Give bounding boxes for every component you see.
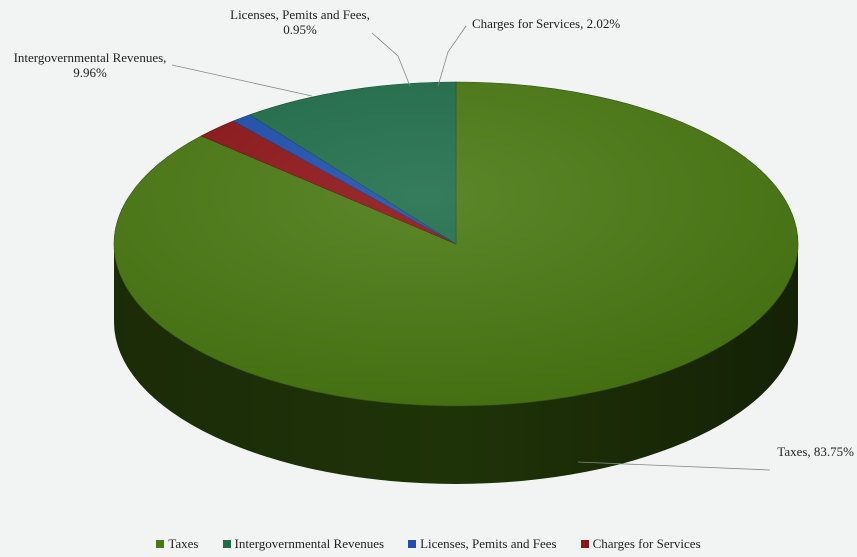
legend-item-3: Charges for Services xyxy=(580,536,701,552)
legend-swatch-0 xyxy=(156,540,165,548)
legend: Taxes Intergovernmental Revenues Licenses,… xyxy=(0,536,857,552)
legend-swatch-1 xyxy=(222,540,231,548)
legend-label-3: Charges for Services xyxy=(592,536,701,551)
pie-top xyxy=(113,81,799,407)
data-label-1-line-1: 9.96% xyxy=(73,65,107,80)
data-label-3: Charges for Services, 2.02% xyxy=(472,16,620,31)
pie-gloss xyxy=(114,82,798,406)
legend-label-2: Licenses, Pemits and Fees xyxy=(420,536,557,551)
data-label-1-line-0: Intergovernmental Revenues, xyxy=(14,50,167,65)
leader-line-2 xyxy=(371,32,411,87)
legend-label-1: Intergovernmental Revenues xyxy=(234,536,385,551)
data-label-0: Taxes, 83.75% xyxy=(777,444,854,459)
legend-label-0: Taxes xyxy=(168,536,199,551)
data-label-2-line-1: 0.95% xyxy=(283,22,317,37)
legend-item-2: Licenses, Pemits and Fees xyxy=(408,536,557,552)
data-label-2-line-0: Licenses, Pemits and Fees, xyxy=(230,7,370,22)
legend-swatch-2 xyxy=(408,540,417,548)
legend-item-0: Taxes xyxy=(156,536,199,552)
leader-line-0 xyxy=(577,461,771,471)
pie-side-shade-0 xyxy=(114,244,798,484)
legend-swatch-3 xyxy=(580,540,589,548)
leader-line-3 xyxy=(437,25,467,87)
pie-sides xyxy=(114,244,798,484)
pie-labels: Taxes, 83.75% Intergovernmental Revenues,… xyxy=(14,7,854,471)
legend-item-1: Intergovernmental Revenues xyxy=(222,536,385,552)
leader-line-1 xyxy=(171,64,313,97)
